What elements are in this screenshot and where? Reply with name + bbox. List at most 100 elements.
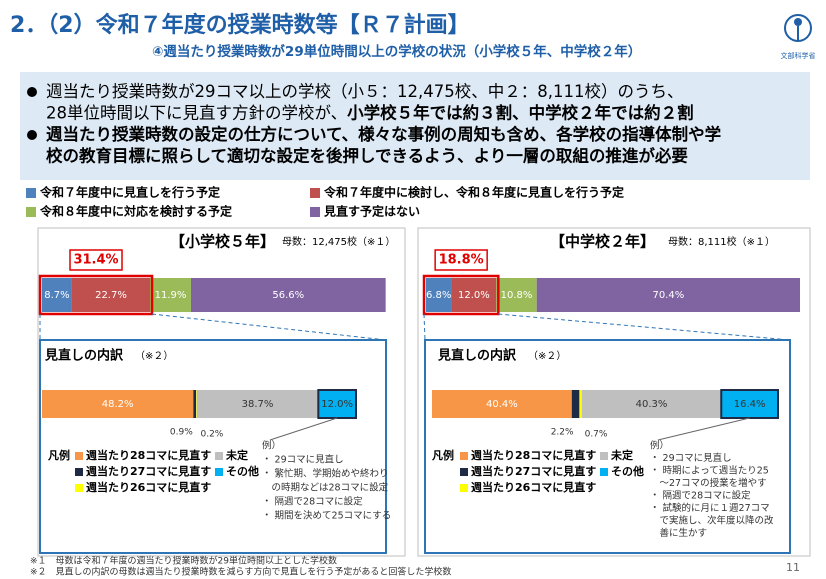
legend-title: 凡例 — [432, 448, 454, 462]
note: ・ 期間を決めて25コマにする — [262, 510, 391, 522]
value-label: 10.8% — [501, 290, 533, 301]
value-label: 16.4% — [734, 399, 766, 410]
legend-swatch — [215, 468, 223, 476]
legend-swatch — [75, 452, 83, 460]
legend-title: 凡例 — [48, 448, 70, 462]
bar-segment — [71, 278, 151, 312]
annotation: 31.4% — [73, 253, 118, 268]
legend-label: 週当たり27コマに見直す — [86, 464, 211, 478]
bullet-box — [20, 72, 810, 180]
annotation-box — [434, 249, 488, 271]
note: 例） — [262, 440, 281, 452]
title: 2．（2）令和７年度の授業時数等【Ｒ７計画】 — [10, 12, 470, 38]
legend-label: 令和７年度中に検討し、令和８年度に見直しを行う予定 — [323, 185, 624, 200]
bullet-line: 週当たり授業時数が29コマ以上の学校（小５：12,475校、中２：8,111校）… — [46, 82, 683, 101]
note: 善に生かす — [650, 527, 707, 539]
note-connector — [657, 417, 750, 441]
legend-swatch — [215, 452, 223, 460]
legend-swatch — [310, 207, 320, 217]
bullet-dot — [27, 87, 37, 97]
value-label: 40.3% — [636, 399, 668, 410]
bar-segment — [193, 390, 197, 418]
legend-label: 週当たり28コマに見直す — [86, 448, 211, 462]
legend-label: 令和８年度中に対応を検討する予定 — [39, 204, 232, 219]
value-label: 11.9% — [155, 290, 187, 301]
subtitle: ④週当たり授業時数が29単位時間以上の学校の状況（小学校５年、中学校２年） — [152, 43, 641, 60]
bar-segment — [432, 390, 572, 418]
inset-box — [39, 339, 387, 554]
note: ・ 時期によって週当たり25 — [650, 465, 769, 477]
note: 例） — [650, 440, 669, 452]
note: ・ 隔週で28コマに設定 — [262, 496, 363, 508]
highlight-box — [422, 274, 500, 316]
legend-swatch — [460, 468, 468, 476]
value-label: 8.7% — [44, 290, 69, 301]
value-label: 48.2% — [102, 399, 134, 410]
bullet-text: 小学校５年では約３割、中学校２年では約２割 — [347, 102, 694, 122]
legend-swatch — [310, 188, 320, 198]
legend-label: 見直す予定はない — [323, 204, 420, 219]
annotation: 18.8% — [439, 253, 484, 268]
legend-swatch — [460, 452, 468, 460]
footnote: ※１ 母数は令和７年度の週当たり授業時数が29単位時間以上とした学校数 — [30, 555, 337, 567]
value-label: 12.0% — [458, 290, 490, 301]
note: ・ 29コマに見直し — [650, 452, 732, 464]
chart-subtitle: （※２） — [528, 350, 566, 362]
bullet-line: 28単位時間以下に見直す方針の学校が、小学校５年では約３割、中学校２年では約２割 — [46, 102, 694, 122]
footnote: ※２ 見直しの内訳の母数は週当たり授業時数を減らす方向で見直しを行う予定があると… — [30, 566, 451, 578]
highlight-box — [38, 274, 154, 316]
bar-segment — [190, 278, 386, 312]
bar-segment — [317, 389, 358, 419]
bar-segment — [42, 278, 72, 312]
legend-swatch — [600, 452, 608, 460]
bar-segment — [196, 390, 197, 418]
chart-title: 【小学校５年】 — [170, 233, 275, 251]
bar-segment — [536, 278, 800, 312]
bar-segment — [196, 390, 319, 418]
logo-icon — [784, 14, 812, 42]
connector — [423, 313, 426, 341]
legend-swatch — [600, 468, 608, 476]
legend-label: その他 — [611, 464, 644, 478]
note: ・ 試験的に月に１週27コマ — [650, 502, 770, 514]
bullet-line: 校の教育目標に照らして適切な設定を後押しできるよう、より一層の取組の推進が必要 — [46, 145, 688, 165]
legend-label: 週当たり28コマに見直す — [471, 448, 596, 462]
bullet-text: 28単位時間以下に見直す方針の学校が、 — [46, 103, 347, 122]
value-label: 38.7% — [242, 399, 274, 410]
bar-segment — [579, 390, 582, 418]
value-label-small: 0.7% — [585, 430, 608, 440]
chart-subtitle: 母数：12,475校（※１） — [282, 235, 395, 248]
bar-segment — [150, 278, 191, 312]
value-label: 12.0% — [321, 399, 353, 410]
logo-text: 文部科学省 — [781, 51, 816, 60]
legend-label: 週当たり26コマに見直す — [471, 480, 596, 494]
bullet-dot — [27, 130, 37, 140]
annotation-box — [69, 249, 123, 271]
legend-label: 週当たり26コマに見直す — [86, 480, 211, 494]
value-label: 70.4% — [652, 290, 684, 301]
bar-segment — [426, 278, 452, 312]
legend-swatch — [26, 207, 36, 217]
bar-segment — [451, 278, 497, 312]
note-connector — [269, 417, 338, 441]
value-label-small: 0.9% — [170, 428, 193, 438]
chart-title: 見直しの内訳 — [44, 348, 124, 364]
value-label-small: 2.2% — [551, 428, 574, 438]
note: で実施し、次年度以降の改 — [650, 515, 774, 527]
connector — [151, 313, 387, 341]
legend-swatch — [26, 188, 36, 198]
value-label: 22.7% — [95, 290, 127, 301]
legend-swatch — [75, 468, 83, 476]
note: ・ 29コマに見直し — [262, 454, 344, 466]
legend-swatch — [460, 484, 468, 492]
chart-subtitle: （※２） — [135, 350, 173, 362]
note: の時期などは28コマに設定 — [262, 482, 389, 494]
bullet-text: 週当たり授業時数の設定の仕方について、様々な事例の周知も含め、各学校の指導体制や… — [46, 124, 721, 144]
value-label: 56.6% — [272, 290, 304, 301]
note: ・ 隔週で28コマに設定 — [650, 490, 751, 502]
value-label-small: 0.2% — [200, 430, 223, 440]
legend-label: 週当たり27コマに見直す — [471, 464, 596, 478]
bullet-text: 校の教育目標に照らして適切な設定を後押しできるよう、より一層の取組の推進が必要 — [46, 145, 688, 165]
note: ～27コマの授業を増やす — [650, 477, 767, 489]
legend-label: その他 — [226, 464, 259, 478]
